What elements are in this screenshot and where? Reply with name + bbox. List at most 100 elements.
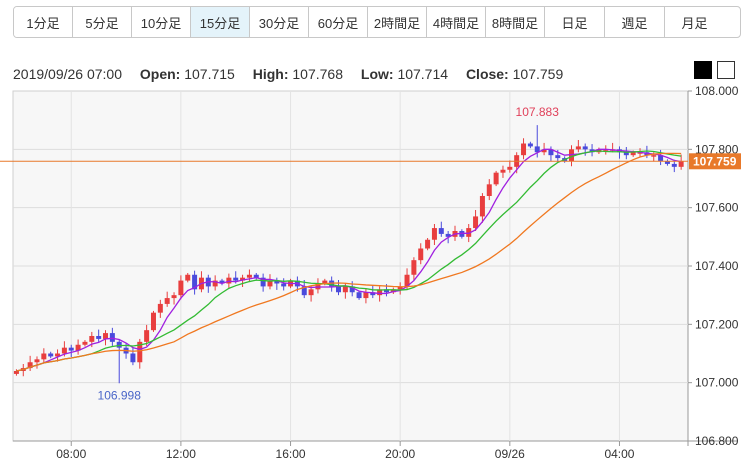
candle-body bbox=[356, 292, 362, 299]
tab-4[interactable]: 30分足 bbox=[250, 7, 309, 37]
white-theme-button[interactable] bbox=[717, 61, 735, 79]
candle-body bbox=[548, 149, 554, 156]
candle-body bbox=[541, 149, 547, 153]
candle-body bbox=[34, 359, 40, 363]
candle-body bbox=[48, 353, 54, 357]
candle-body bbox=[82, 341, 88, 345]
candle-body bbox=[150, 312, 156, 331]
candle-body bbox=[212, 280, 218, 287]
candle-body bbox=[192, 274, 198, 290]
candle-body bbox=[534, 146, 540, 153]
x-tick-label: 09/26 bbox=[495, 447, 525, 461]
x-tick-label: 20:00 bbox=[385, 447, 415, 461]
candle-body bbox=[349, 286, 355, 293]
candle-body bbox=[383, 289, 389, 293]
open-value: 107.715 bbox=[184, 66, 235, 82]
open-label: Open: bbox=[139, 66, 181, 82]
tab-10[interactable]: 週足 bbox=[605, 7, 665, 37]
candle-body bbox=[144, 330, 150, 342]
candle-body bbox=[363, 292, 369, 299]
candle-body bbox=[171, 295, 177, 299]
low-value: 107.714 bbox=[397, 66, 449, 82]
candle-body bbox=[630, 152, 636, 156]
y-tick-label: 106.800 bbox=[695, 434, 739, 448]
candle-body bbox=[623, 152, 629, 156]
tab-5[interactable]: 60分足 bbox=[309, 7, 368, 37]
candle-body bbox=[473, 216, 479, 229]
candle-body bbox=[651, 155, 657, 157]
tab-0[interactable]: 1分足 bbox=[14, 7, 73, 37]
candle-body bbox=[61, 347, 67, 354]
y-tick-label: 107.400 bbox=[695, 259, 739, 273]
candle-body bbox=[116, 341, 122, 348]
candle-body bbox=[582, 146, 588, 150]
candle-body bbox=[260, 277, 266, 287]
candle-body bbox=[41, 353, 47, 360]
high-annotation: 107.883 bbox=[516, 105, 560, 119]
candle-body bbox=[486, 184, 492, 196]
candle-body bbox=[55, 353, 61, 357]
ohlc-readout: 2019/09/26 07:00 Open: 107.715 High: 107… bbox=[13, 66, 563, 82]
close-value: 107.759 bbox=[512, 66, 564, 82]
timeframe-tabs: 1分足 5分足 10分足 15分足 30分足 60分足 2時間足 4時間足 8時間足 日足 週足 月足 bbox=[13, 6, 741, 38]
candle-body bbox=[521, 143, 527, 156]
candle-body bbox=[233, 277, 239, 281]
x-tick-label: 12:00 bbox=[166, 447, 196, 461]
candle-body bbox=[438, 228, 444, 234]
candle-body bbox=[13, 371, 19, 374]
x-tick-label: 16:00 bbox=[276, 447, 306, 461]
candle-body bbox=[418, 248, 424, 261]
ohlc-datetime: 2019/09/26 07:00 bbox=[13, 66, 122, 82]
candle-body bbox=[322, 280, 328, 284]
candle-body bbox=[109, 333, 115, 342]
candle-body bbox=[89, 336, 95, 342]
candle-body bbox=[603, 149, 609, 151]
candle-body bbox=[370, 292, 376, 296]
x-tick-label: 04:00 bbox=[604, 447, 634, 461]
candle-body bbox=[308, 289, 314, 296]
candle-body bbox=[425, 239, 431, 249]
black-theme-button[interactable] bbox=[694, 61, 712, 79]
tab-6[interactable]: 2時間足 bbox=[368, 7, 427, 37]
candle-body bbox=[671, 163, 677, 167]
x-tick-label: 08:00 bbox=[56, 447, 86, 461]
high-value: 107.768 bbox=[292, 66, 343, 82]
y-tick-label: 108.000 bbox=[695, 84, 739, 98]
candle-body bbox=[377, 289, 383, 296]
candle-body bbox=[342, 286, 348, 293]
candle-body bbox=[185, 274, 191, 281]
candle-body bbox=[164, 298, 170, 304]
tab-8[interactable]: 8時間足 bbox=[486, 7, 545, 37]
y-tick-label: 107.000 bbox=[695, 376, 739, 390]
candle-body bbox=[466, 228, 472, 237]
candle-body bbox=[103, 333, 109, 339]
candle-body bbox=[404, 274, 410, 287]
candle-body bbox=[527, 143, 533, 147]
tab-7[interactable]: 4時間足 bbox=[427, 7, 486, 37]
y-tick-label: 107.800 bbox=[695, 142, 739, 156]
candle-body bbox=[27, 362, 33, 369]
y-tick-label: 107.600 bbox=[695, 201, 739, 215]
y-tick-label: 107.200 bbox=[695, 317, 739, 331]
tab-11[interactable]: 月足 bbox=[665, 7, 724, 37]
high-label: High: bbox=[252, 66, 289, 82]
tab-3[interactable]: 15分足 bbox=[191, 7, 250, 37]
tab-1[interactable]: 5分足 bbox=[73, 7, 132, 37]
tab-9[interactable]: 日足 bbox=[545, 7, 605, 37]
candle-body bbox=[500, 169, 506, 173]
candle-body bbox=[281, 283, 287, 287]
current-price-tag bbox=[689, 153, 741, 170]
candle-body bbox=[267, 280, 273, 287]
candle-body bbox=[301, 286, 307, 296]
candle-body bbox=[397, 286, 403, 290]
candle-body bbox=[637, 152, 643, 154]
candle-body bbox=[664, 161, 670, 164]
candle-body bbox=[246, 274, 252, 278]
candle-body bbox=[75, 344, 81, 351]
candle-body bbox=[555, 155, 561, 159]
tab-2[interactable]: 10分足 bbox=[132, 7, 191, 37]
candle-body bbox=[575, 146, 581, 150]
candle-body bbox=[445, 233, 451, 237]
candle-body bbox=[137, 341, 143, 363]
